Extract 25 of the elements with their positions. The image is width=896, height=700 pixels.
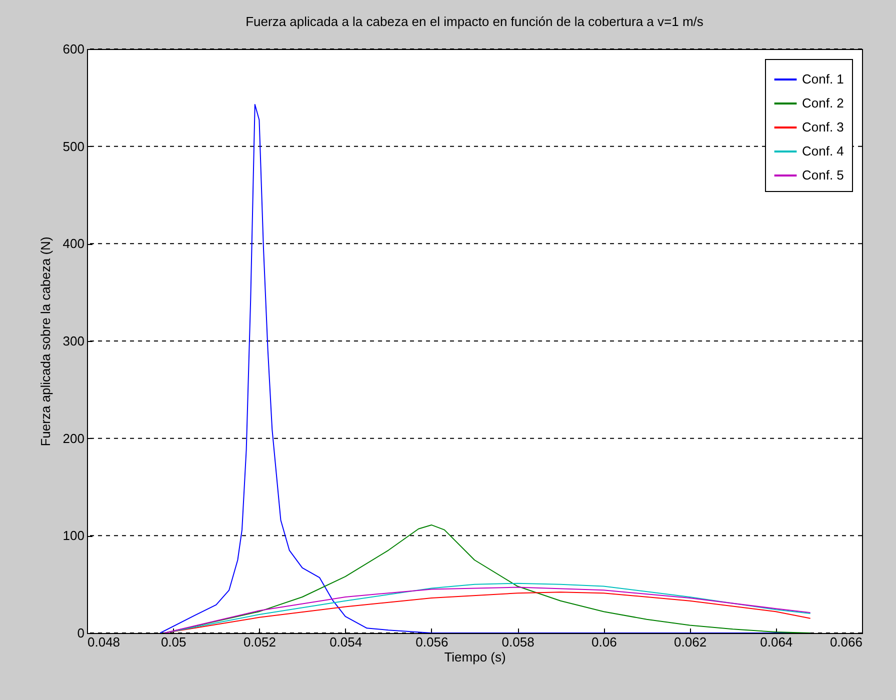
x-tick-label: 0.058 [502, 634, 534, 650]
y-tick-label: 300 [62, 334, 84, 348]
legend-label: Conf. 5 [802, 168, 844, 182]
y-tick-label: 600 [62, 42, 84, 56]
x-tick-label: 0.048 [88, 634, 120, 650]
y-tick-label: 500 [62, 138, 84, 154]
x-tick-label: 0.062 [674, 634, 707, 650]
x-tick-label: 0.054 [330, 634, 362, 650]
y-tick-label: 0 [77, 626, 84, 640]
legend-label: Conf. 4 [802, 144, 844, 158]
x-tick-label: 0.066 [830, 634, 862, 650]
x-tick-label: 0.064 [760, 634, 793, 650]
y-axis-title: Fuerza aplicada sobre la cabeza (N) [38, 236, 53, 446]
y-tick-label: 400 [62, 236, 84, 252]
chart-title: Fuerza aplicada a la cabeza en el impacto en función de la cobertura a v=1 m/s [246, 14, 704, 29]
x-tick-label: 0.05 [160, 634, 186, 650]
legend-label: Conf. 3 [802, 120, 844, 134]
legend-label: Conf. 2 [802, 96, 844, 110]
y-tick-label: 100 [62, 528, 84, 544]
x-tick-label: 0.056 [416, 634, 448, 650]
x-tick-label: 0.06 [592, 634, 617, 650]
legend-label: Conf. 1 [802, 72, 844, 86]
y-tick-label: 200 [62, 430, 84, 446]
x-tick-label: 0.052 [243, 634, 276, 650]
x-axis-title: Tiempo (s) [444, 650, 506, 664]
